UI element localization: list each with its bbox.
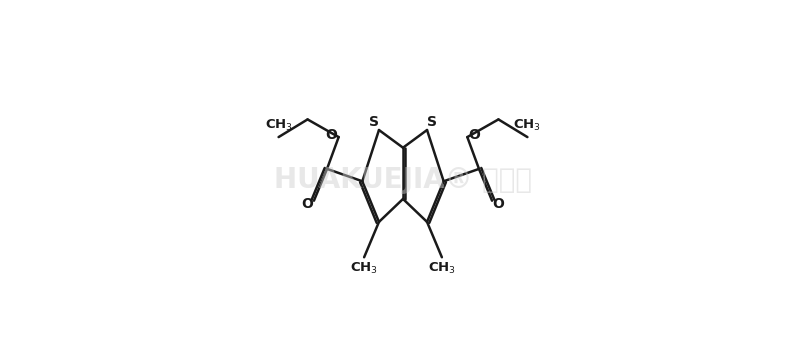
Text: CH$_3$: CH$_3$ xyxy=(428,261,456,276)
Text: CH$_3$: CH$_3$ xyxy=(350,261,378,276)
Text: O: O xyxy=(326,128,338,142)
Text: HUAKUEJIA® 化学加: HUAKUEJIA® 化学加 xyxy=(274,165,532,194)
Text: CH$_3$: CH$_3$ xyxy=(264,118,293,133)
Text: S: S xyxy=(427,115,437,129)
Text: CH$_3$: CH$_3$ xyxy=(513,118,542,133)
Text: O: O xyxy=(301,197,314,211)
Text: O: O xyxy=(492,197,505,211)
Text: O: O xyxy=(468,128,480,142)
Text: S: S xyxy=(369,115,379,129)
